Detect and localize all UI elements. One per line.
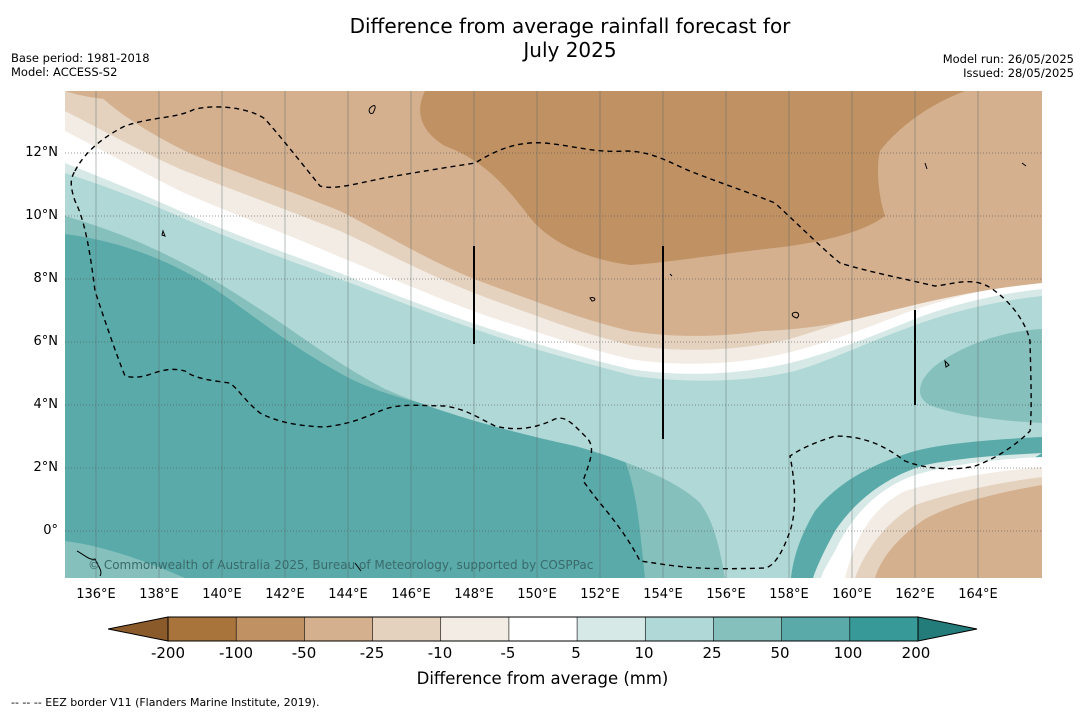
meta-left: Base period: 1981-2018 Model: ACCESS-S2 <box>11 51 150 79</box>
colorbar-cell <box>713 617 783 641</box>
lat-label-6n: 6°N <box>33 334 59 349</box>
islands <box>76 105 1027 577</box>
lon-label-148e: 148°E <box>454 587 494 602</box>
colorbar-label: -25 <box>359 644 385 662</box>
colorbar-under-triangle <box>107 616 169 642</box>
band-minus100-tl <box>65 91 185 100</box>
lat-label-0: 0° <box>43 523 58 538</box>
lon-label-162e: 162°E <box>895 587 935 602</box>
title-line-2: July 2025 <box>523 38 617 62</box>
copyright-notice: © Commonwealth of Australia 2025, Bureau… <box>88 558 594 572</box>
colorbar-over-triangle <box>917 616 978 642</box>
lon-label-160e: 160°E <box>832 587 872 602</box>
colorbar-label: 50 <box>770 644 790 662</box>
colorbar-label: 25 <box>702 644 722 662</box>
colorbar-svg <box>107 616 978 642</box>
colorbar-frame <box>167 616 919 642</box>
colorbar-label: 100 <box>833 644 863 662</box>
colorbar-title: Difference from average (mm) <box>416 669 669 688</box>
colorbar-label: -200 <box>150 644 186 662</box>
lon-label-150e: 150°E <box>517 587 557 602</box>
lat-label-2n: 2°N <box>33 460 59 475</box>
colorbar-cell <box>304 617 374 641</box>
lon-label-158e: 158°E <box>769 587 809 602</box>
lat-gridlines <box>65 152 1042 532</box>
colorbar-cell <box>168 617 237 641</box>
lon-label-140e: 140°E <box>202 587 242 602</box>
colorbar <box>107 616 978 642</box>
model-name: Model: ACCESS-S2 <box>11 65 118 79</box>
colorbar-label: -10 <box>427 644 453 662</box>
meta-right: Model run: 26/05/2025 Issued: 28/05/2025 <box>943 52 1074 80</box>
colorbar-cell <box>645 617 714 641</box>
map-title: Difference from average rainfall forecas… <box>270 14 870 62</box>
lon-label-142e: 142°E <box>265 587 305 602</box>
map-svg <box>65 91 1042 578</box>
lat-label-12n: 12°N <box>25 145 58 160</box>
lon-label-136e: 136°E <box>76 587 116 602</box>
colorbar-cell <box>577 617 646 641</box>
lat-label-10n: 10°N <box>25 208 58 223</box>
eez-meridian-lines <box>473 246 916 439</box>
colorbar-cell <box>781 617 851 641</box>
rainfall-map <box>65 91 1042 578</box>
colorbar-cell <box>236 617 305 641</box>
colorbar-label: 10 <box>634 644 654 662</box>
issued-date: Issued: 28/05/2025 <box>963 66 1074 80</box>
band-minus100 <box>420 91 965 265</box>
colorbar-label: 200 <box>901 644 931 662</box>
footnote: -- -- -- EEZ border V11 (Flanders Marine… <box>11 696 320 709</box>
lon-label-164e: 164°E <box>958 587 998 602</box>
colorbar-cell <box>508 617 578 641</box>
colorbar-label: 5 <box>571 644 581 662</box>
colorbar-label: -50 <box>291 644 317 662</box>
lon-label-144e: 144°E <box>328 587 368 602</box>
base-period: Base period: 1981-2018 <box>11 51 150 65</box>
colorbar-cell <box>372 617 442 641</box>
lon-label-146e: 146°E <box>391 587 431 602</box>
colorbar-cell <box>440 617 510 641</box>
model-run: Model run: 26/05/2025 <box>942 52 1074 66</box>
colorbar-cell <box>849 617 919 641</box>
lat-label-4n: 4°N <box>33 397 59 412</box>
title-line-1: Difference from average rainfall forecas… <box>349 14 791 38</box>
colorbar-label: -100 <box>218 644 254 662</box>
lon-label-138e: 138°E <box>139 587 179 602</box>
band-50-100-sw <box>65 541 185 578</box>
lon-label-152e: 152°E <box>580 587 620 602</box>
lon-label-156e: 156°E <box>706 587 746 602</box>
colorbar-label: -5 <box>500 644 516 662</box>
lon-label-154e: 154°E <box>643 587 683 602</box>
lat-label-8n: 8°N <box>33 271 59 286</box>
